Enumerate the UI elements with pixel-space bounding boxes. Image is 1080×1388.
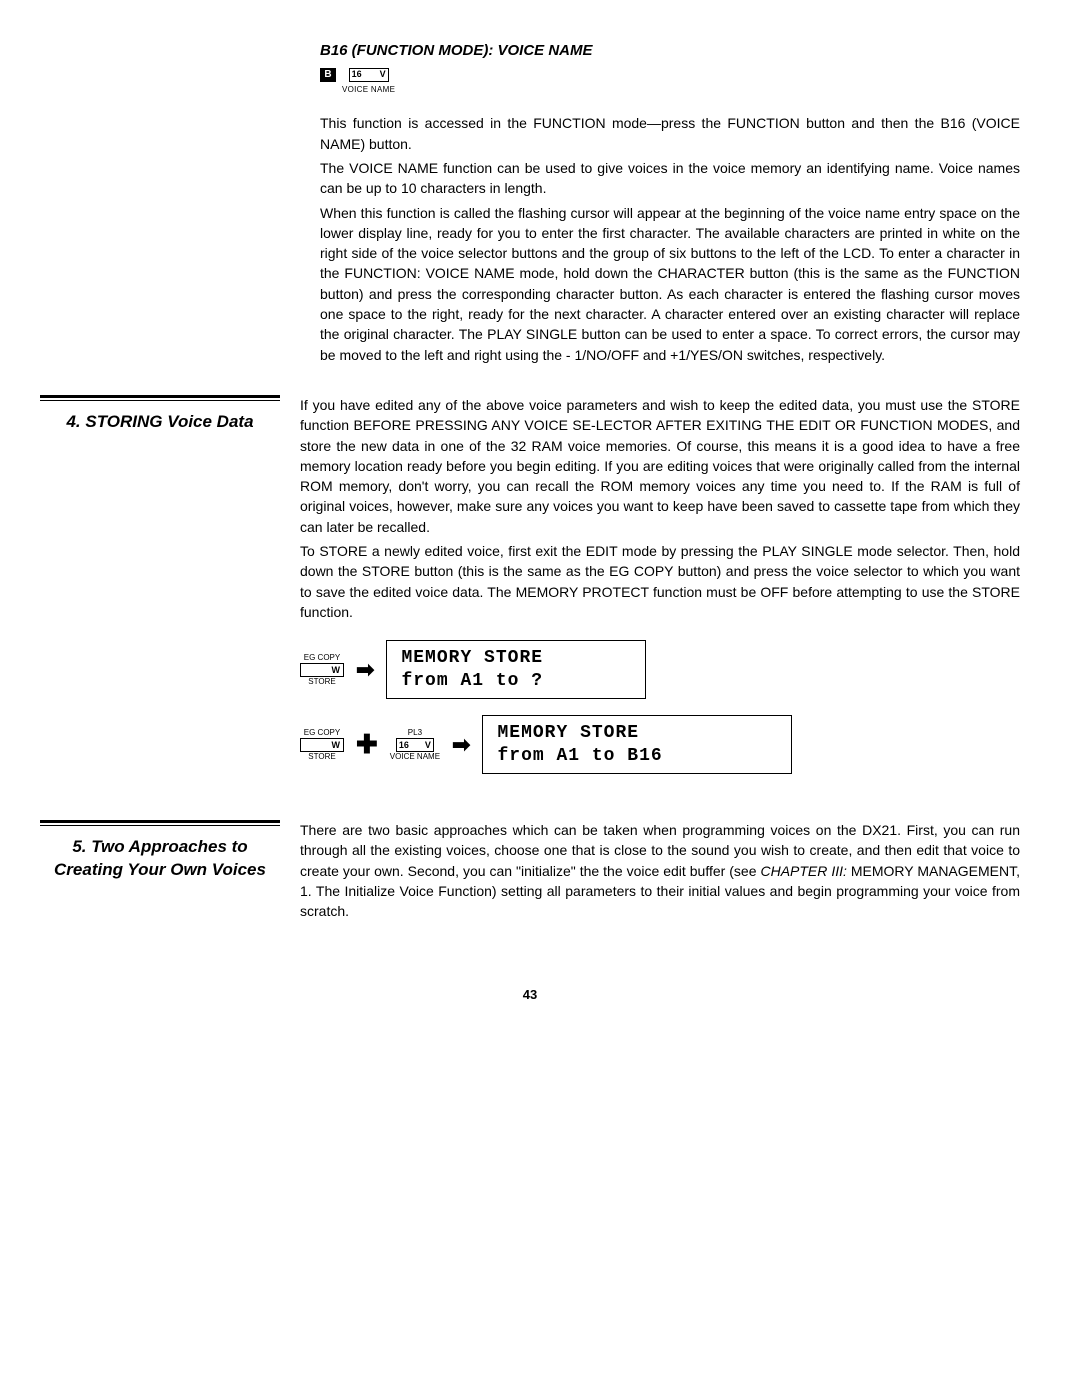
lcd2-line2: from A1 to B16: [497, 745, 777, 768]
store-button-rect-2: W: [300, 738, 344, 752]
eg-copy-label-2: EG COPY: [304, 728, 340, 738]
page-number: 43: [40, 986, 1020, 1005]
section-4: 4. STORING Voice Data If you have edited…: [40, 395, 1020, 790]
para-4b: To STORE a newly edited voice, first exi…: [300, 541, 1020, 622]
voice-name-caption: VOICE NAME: [342, 84, 395, 96]
pl3-button-stack: PL3 16 V VOICE NAME: [390, 728, 440, 762]
button-16-num: 16: [352, 68, 362, 81]
pl3-label: PL3: [408, 728, 422, 738]
main-col-4: If you have edited any of the above voic…: [300, 395, 1020, 790]
diagram-row-1: EG COPY W STORE ➡ MEMORY STORE from A1 t…: [300, 640, 1020, 699]
main-col-5: There are two basic approaches which can…: [300, 820, 1020, 925]
rule-thick: [40, 395, 280, 398]
chapter-ref: CHAPTER III:: [760, 863, 846, 879]
pl3-16: 16: [399, 740, 409, 751]
para-5: There are two basic approaches which can…: [300, 820, 1020, 921]
store-label: STORE: [308, 677, 335, 687]
store-button-stack-2: EG COPY W STORE: [300, 728, 344, 762]
store-button-rect: W: [300, 663, 344, 677]
eg-copy-label: EG COPY: [304, 653, 340, 663]
lcd2-line1: MEMORY STORE: [497, 722, 777, 745]
pl3-button-rect: 16 V: [396, 738, 434, 752]
rule-thick-5: [40, 820, 280, 823]
section-5: 5. Two Approaches to Creating Your Own V…: [40, 820, 1020, 925]
lcd-display-1: MEMORY STORE from A1 to ?: [386, 640, 646, 699]
button-16: 16 V: [349, 68, 389, 82]
diagram-row-2: EG COPY W STORE ✚ PL3 16 V VOICE NAME ➡ …: [300, 715, 1020, 774]
arrow-icon: ➡: [356, 654, 374, 686]
para-b16-b: The VOICE NAME function can be used to g…: [40, 158, 1020, 199]
pl3-v: V: [425, 740, 431, 751]
button-16-wrap: 16 V VOICE NAME: [342, 68, 395, 96]
sidebar-4: 4. STORING Voice Data: [40, 395, 300, 434]
para-b16-a: This function is accessed in the FUNCTIO…: [40, 113, 1020, 154]
voice-name-caption-2: VOICE NAME: [390, 752, 440, 762]
plus-icon: ✚: [356, 737, 378, 753]
button-b-icon: B: [320, 68, 336, 82]
lcd-display-2: MEMORY STORE from A1 to B16: [482, 715, 792, 774]
store-button-stack-1: EG COPY W STORE: [300, 653, 344, 687]
arrow-icon-2: ➡: [452, 729, 470, 761]
section-4-title: 4. STORING Voice Data: [40, 411, 280, 434]
para-b16-c: When this function is called the flashin…: [40, 203, 1020, 365]
section-5-title: 5. Two Approaches to Creating Your Own V…: [40, 836, 280, 882]
button-row-b16: B 16 V VOICE NAME: [40, 68, 1020, 96]
button-16-v: V: [380, 68, 386, 81]
rule-thin-5: [40, 825, 280, 826]
diagram-area: EG COPY W STORE ➡ MEMORY STORE from A1 t…: [300, 640, 1020, 774]
section-heading-b16: B16 (FUNCTION MODE): VOICE NAME: [40, 40, 1020, 62]
para-4a: If you have edited any of the above voic…: [300, 395, 1020, 537]
lcd1-line1: MEMORY STORE: [401, 647, 631, 670]
sidebar-5: 5. Two Approaches to Creating Your Own V…: [40, 820, 300, 882]
store-label-2: STORE: [308, 752, 335, 762]
lcd1-line2: from A1 to ?: [401, 670, 631, 693]
rule-thin: [40, 400, 280, 401]
